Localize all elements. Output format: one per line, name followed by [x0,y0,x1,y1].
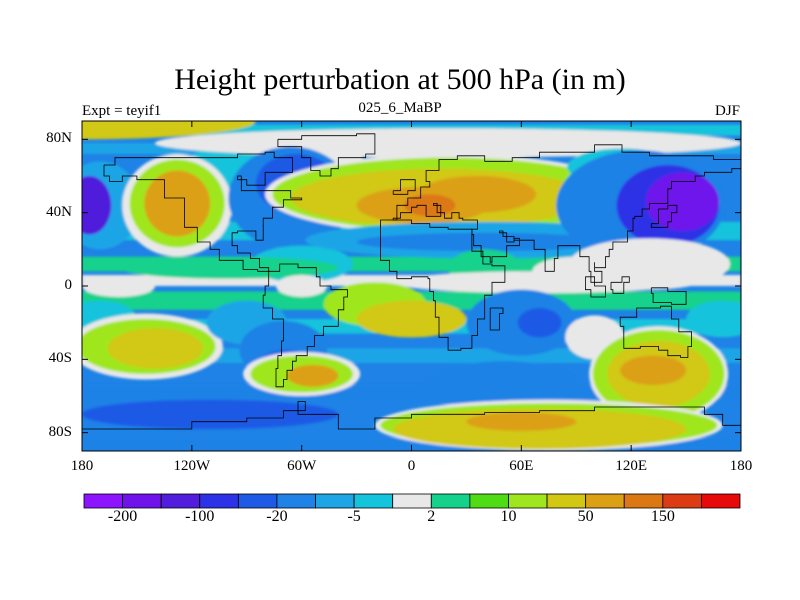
colorbar-swatch [122,493,162,509]
lat-tick-label: 80S [48,423,72,440]
coastline [380,219,506,351]
coastline [489,307,504,331]
height-field [82,121,741,451]
coastline [610,276,630,294]
field-contour-blob [82,121,256,140]
field-contour-blob [620,355,687,386]
colorbar-swatch [237,493,278,509]
field-contour-blob [82,176,112,235]
coastline [82,401,741,430]
colorbar-label: -200 [107,508,138,525]
field-contour-blob [107,328,203,369]
lon-tick-label: 60E [509,458,534,474]
chart-title: Height perturbation at 500 hPa (in m) [174,63,626,96]
lon-tick-label: 0 [407,458,416,474]
colorbar-swatch [508,493,548,509]
field-contour-blob [356,232,613,252]
axis-ticks [81,121,742,451]
colorbar-swatch [662,493,702,509]
lon-tick-label: 180 [70,458,94,474]
field-band [82,438,741,450]
field-contour-blob [393,271,687,294]
colorbar-label: 50 [577,508,594,525]
colorbar-swatch [199,493,239,509]
field-contour-blob [404,194,456,217]
field-contour-blob [144,170,211,237]
field-contour-blob [466,412,577,431]
lon-tick-label: 120W [173,458,211,474]
colorbar-swatch [623,493,664,509]
coastlines [82,133,741,430]
colorbar-swatch [315,493,355,509]
colorbar-label: 10 [500,508,517,525]
colorbar-swatch [276,493,316,509]
lon-tick-label: 120E [615,458,647,474]
coastline [277,133,376,177]
field-contour-blob [459,275,511,290]
lon-tick-label: 180 [729,458,753,474]
coastline [103,151,303,272]
field-contour-blob [426,361,580,413]
colorbar-swatch [353,493,394,509]
coastline [262,263,348,388]
lat-tick-label: 40S [48,350,72,367]
lat-tick-label: 40N [46,203,72,220]
lat-tick-label: 0 [64,277,73,293]
colorbar-swatch [701,493,741,509]
colorbar-swatch [469,493,509,509]
lon-tick-label: 60W [287,458,317,474]
colorbar-label: -20 [266,508,288,525]
field-contour-blob [118,256,339,279]
colorbar-swatch [392,493,432,509]
colorbar-label: -5 [347,508,361,525]
coastline [392,144,741,283]
field-contour-blob [287,364,339,387]
experiment-label: Expt = teyif1 [82,103,162,119]
season-label: DJF [714,103,740,119]
coastline [619,305,692,358]
colorbar-label: 150 [650,508,675,525]
colorbar-label: -100 [185,508,215,525]
colorbar-swatch [546,493,587,509]
field-contour-blob [517,308,562,338]
coastline [585,276,606,298]
coastline [650,287,687,305]
field-contour-blob [276,275,328,297]
colorbar-swatch [430,493,471,509]
colorbar-swatch [160,493,201,509]
colorbar-swatch [585,493,625,509]
colorbar-swatch [83,493,123,509]
field-contour-blob [82,275,156,297]
lat-tick-label: 80N [46,130,72,147]
coastline [650,204,678,228]
field-contour-blob [645,172,720,232]
colorbar-label: 2 [427,508,436,525]
field-contour-blob [686,300,741,338]
field-contour-blob [82,399,339,430]
coastline [392,179,416,195]
field-contour-blob [356,300,467,338]
period-label: 025_6_MaBP [358,100,442,116]
colorbar [83,493,741,509]
